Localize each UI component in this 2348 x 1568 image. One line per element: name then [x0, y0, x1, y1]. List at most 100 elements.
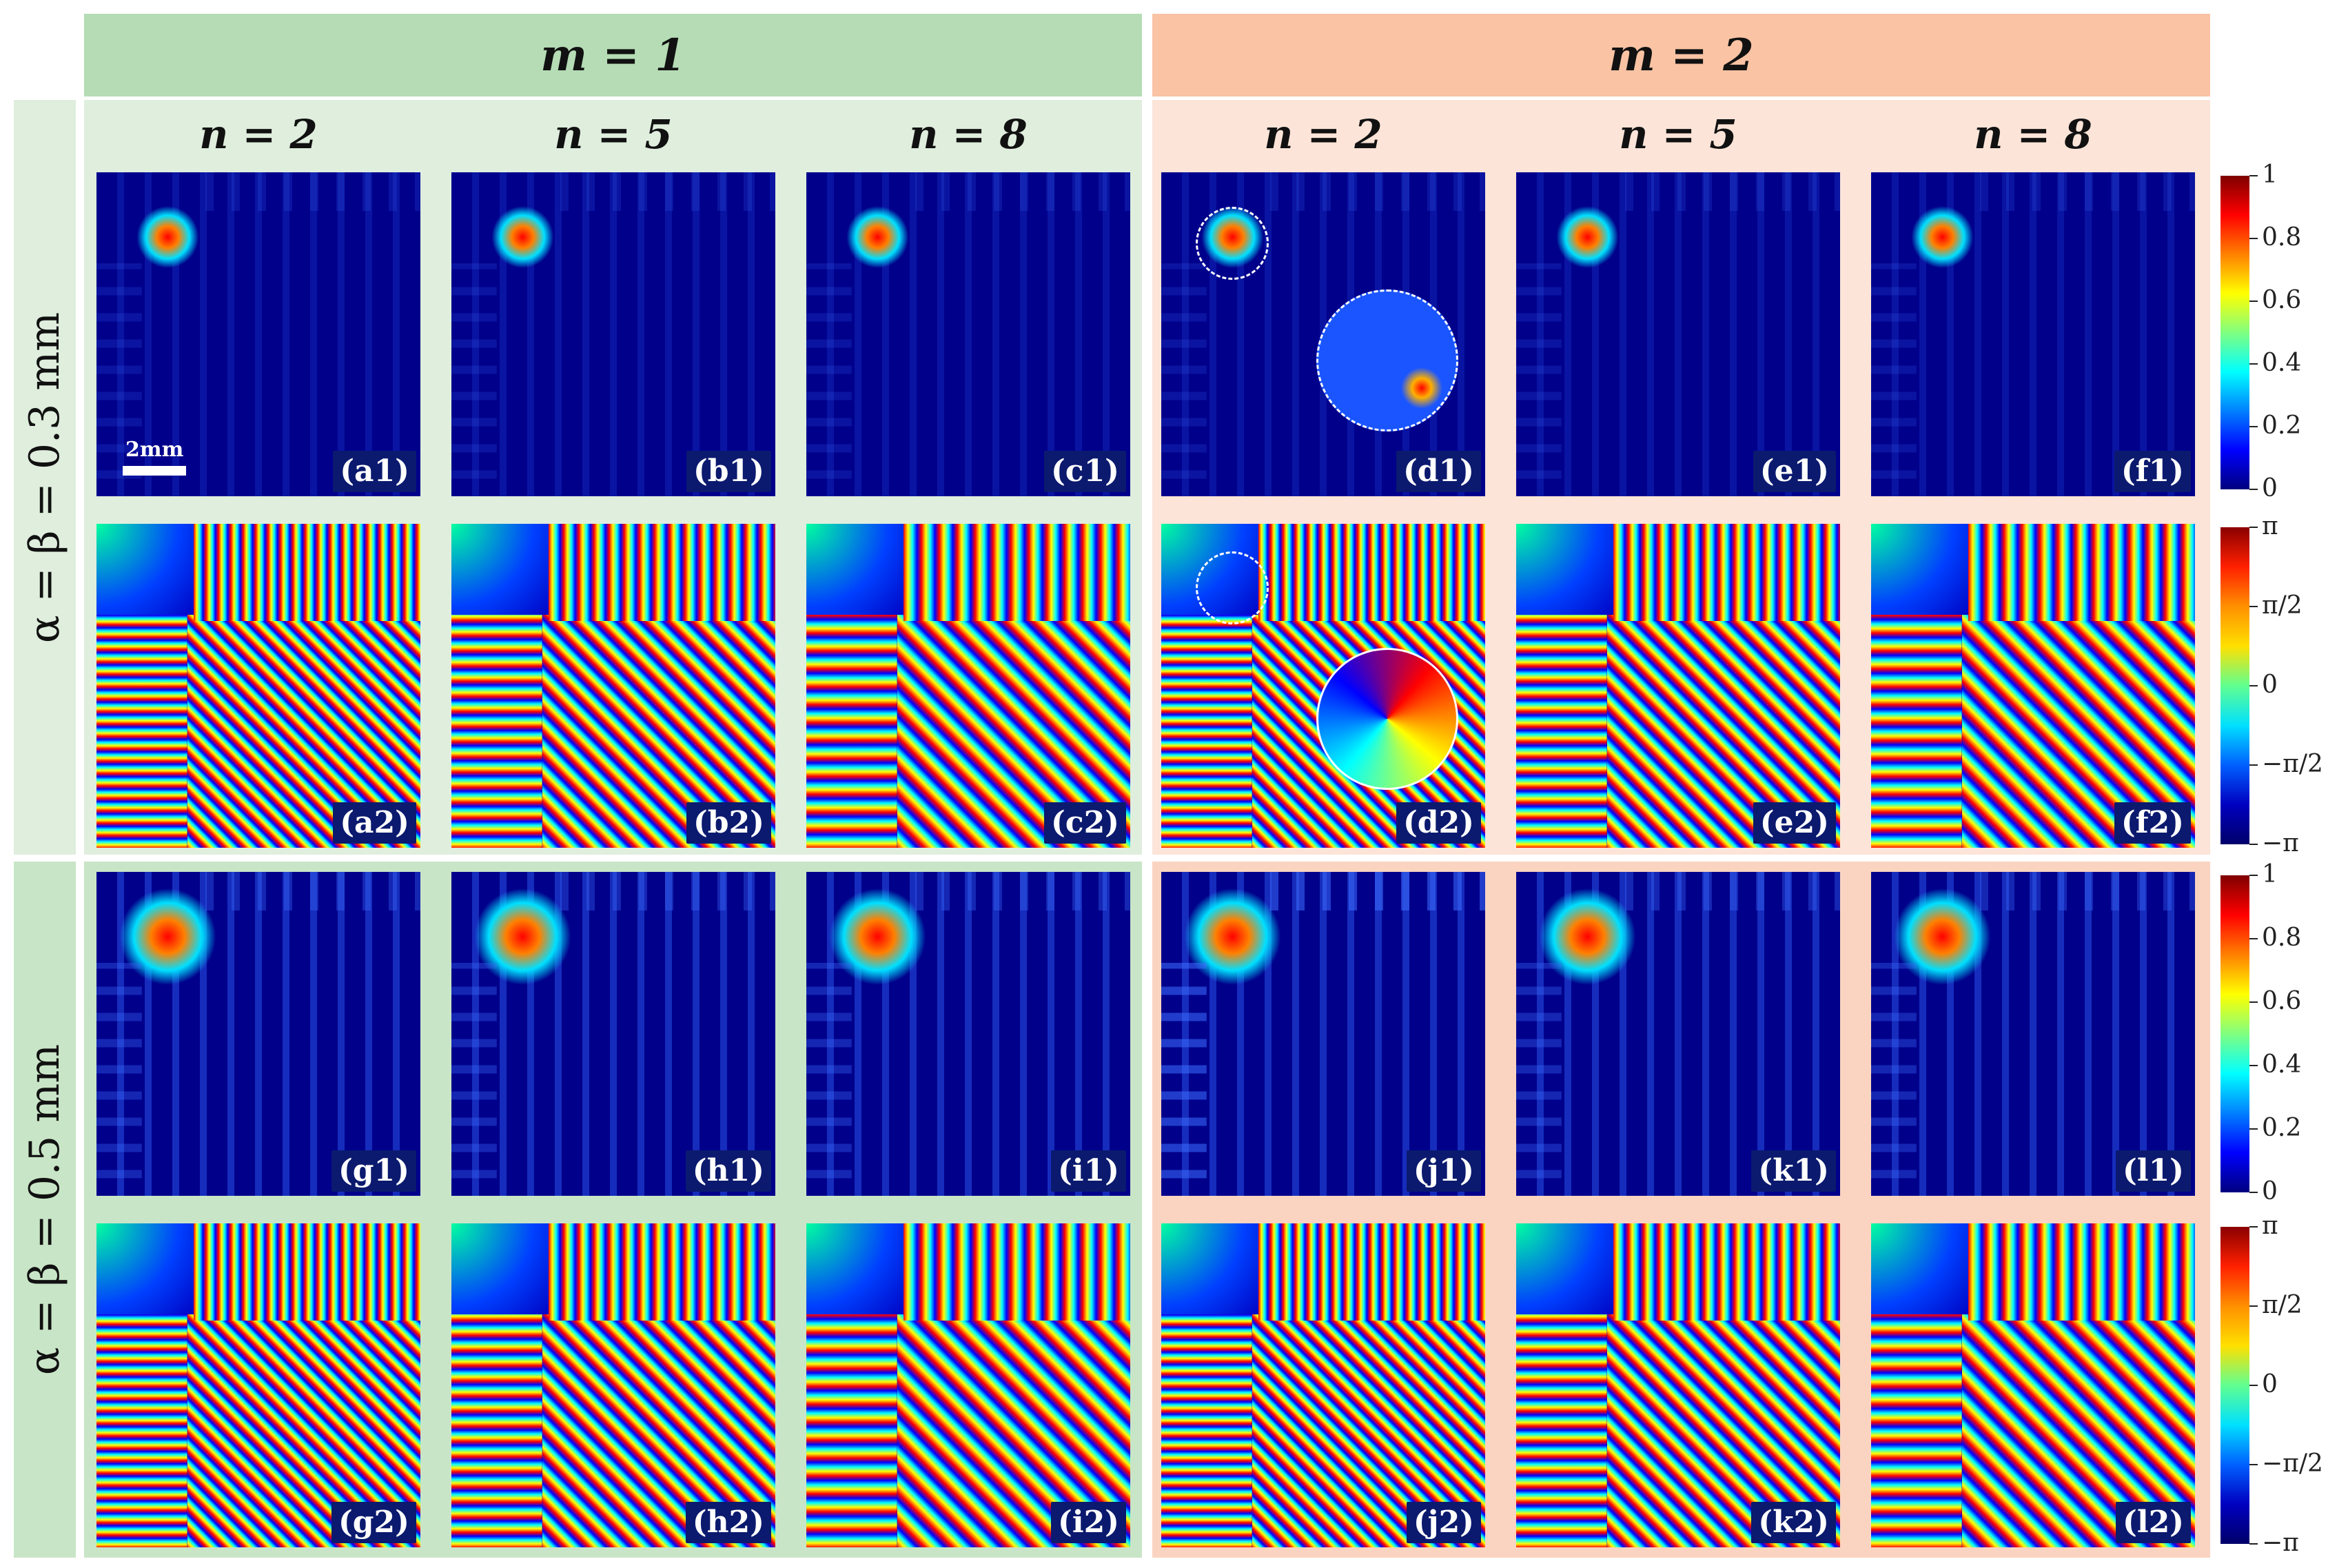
- colorbar-tick-mark: [2249, 238, 2258, 239]
- panel-label: (d2): [1396, 802, 1481, 844]
- colorbar-tick-mark: [2249, 875, 2258, 876]
- colorbar-tick-label: 0.6: [2262, 286, 2302, 314]
- panel-k1: (k1): [1516, 872, 1840, 1196]
- panel-label: (i2): [1051, 1502, 1126, 1543]
- col-label-4: n = 2: [1264, 111, 1382, 158]
- panel-i2: (i2): [806, 1223, 1130, 1547]
- panel-label: (k1): [1751, 1150, 1836, 1192]
- panel-label: (a1): [333, 451, 416, 492]
- fringe-pattern: [451, 172, 775, 496]
- panel-label: (g2): [331, 1502, 416, 1543]
- panel-a1: 2mm (a1): [96, 172, 420, 496]
- panel-label: (e2): [1753, 802, 1836, 844]
- panel-f2: (f2): [1871, 524, 2195, 848]
- fringe-pattern: [806, 872, 1130, 1196]
- panel-label: (d1): [1396, 451, 1481, 492]
- colorbar-tick-mark: [2249, 1128, 2258, 1130]
- panel-d1: (d1): [1161, 172, 1485, 496]
- panel-g2: (g2): [96, 1223, 420, 1547]
- intensity-map: [806, 872, 1130, 1196]
- colorbar-tick-mark: [2249, 1543, 2258, 1545]
- colorbar-tick-label: π: [2262, 1212, 2278, 1240]
- panel-label: (a2): [333, 802, 416, 844]
- colorbar-tick-label: 1: [2262, 161, 2278, 189]
- panel-label: (h1): [685, 1150, 771, 1192]
- fringe-pattern: [806, 172, 1130, 496]
- colorbar-intensity-top: [2221, 176, 2249, 489]
- scale-bar: [123, 466, 186, 476]
- col-label-3: n = 8: [909, 111, 1028, 158]
- colorbar-tick-mark: [2249, 1226, 2258, 1228]
- panel-f1: (f1): [1871, 172, 2195, 496]
- panel-l2: (l2): [1871, 1223, 2195, 1547]
- colorbar-tick-mark: [2249, 1464, 2258, 1465]
- colorbar-tick-label: 0.6: [2262, 987, 2302, 1015]
- fringe-pattern: [1871, 872, 2195, 1196]
- phase-map: [96, 524, 420, 848]
- zoom-circle: [1196, 551, 1269, 624]
- colorbar-tick-label: π/2: [2262, 591, 2303, 620]
- panel-label: (j1): [1406, 1150, 1481, 1192]
- colorbar-tick-label: −π: [2262, 1529, 2299, 1557]
- panel-e2: (e2): [1516, 524, 1840, 848]
- phase-map: [806, 1223, 1130, 1547]
- colorbar-tick-label: 0.2: [2262, 411, 2302, 440]
- colorbar-tick-label: 0.8: [2262, 924, 2302, 952]
- intensity-map: [451, 172, 775, 496]
- colorbar-tick-mark: [2249, 1305, 2258, 1307]
- fringe-pattern: [96, 872, 420, 1196]
- colorbar-tick-label: 1: [2262, 860, 2278, 888]
- header-m2: m = 2: [1152, 14, 2210, 96]
- colorbar-tick-label: 0: [2262, 474, 2278, 502]
- zoom-inset: [1316, 289, 1458, 431]
- phase-map: [96, 1223, 420, 1547]
- colorbar-tick-mark: [2249, 426, 2258, 427]
- panel-label: (g1): [331, 1150, 416, 1192]
- panel-label: (f1): [2114, 451, 2191, 492]
- colorbar-tick-label: −π/2: [2262, 750, 2323, 778]
- col-label-5: n = 5: [1619, 111, 1737, 158]
- scale-bar-label: 2mm: [125, 438, 184, 462]
- panel-h2: (h2): [451, 1223, 775, 1547]
- panel-label: (l2): [2116, 1502, 2191, 1543]
- phase-map: [451, 524, 775, 848]
- row-label-0.5: α = β = 0.5 mm: [14, 862, 76, 1558]
- colorbar-tick-mark: [2249, 606, 2258, 607]
- fringe-pattern: [96, 172, 420, 496]
- phase-map: [451, 1223, 775, 1547]
- panel-e1: (e1): [1516, 172, 1840, 496]
- col-label-2: n = 5: [554, 111, 673, 158]
- colorbar-tick-label: π/2: [2262, 1291, 2303, 1319]
- colorbar-tick-mark: [2249, 764, 2258, 766]
- panel-label: (l1): [2116, 1150, 2191, 1192]
- intensity-map: [1871, 872, 2195, 1196]
- panel-j2: (j2): [1161, 1223, 1485, 1547]
- colorbar-tick-mark: [2249, 489, 2258, 490]
- phase-map: [1516, 524, 1840, 848]
- colorbar-tick-mark: [2249, 1065, 2258, 1066]
- panel-label: (c1): [1043, 451, 1126, 492]
- colorbar-tick-mark: [2249, 527, 2258, 528]
- row-label-0.3: α = β = 0.3 mm: [14, 100, 76, 855]
- colorbar-tick-label: −π: [2262, 829, 2299, 857]
- fringe-pattern: [1516, 872, 1840, 1196]
- intensity-map: [1871, 172, 2195, 496]
- panel-label: (i1): [1051, 1150, 1126, 1192]
- intensity-map: [1516, 172, 1840, 496]
- intensity-map: [96, 872, 420, 1196]
- fringe-pattern: [451, 872, 775, 1196]
- col-label-1: n = 2: [199, 111, 318, 158]
- fringe-pattern: [1161, 872, 1485, 1196]
- colorbar-tick-mark: [2249, 1385, 2258, 1386]
- intensity-map: [451, 872, 775, 1196]
- panel-label: (c2): [1043, 802, 1126, 844]
- panel-i1: (i1): [806, 872, 1130, 1196]
- intensity-map: [96, 172, 420, 496]
- colorbar-tick-label: 0.4: [2262, 349, 2302, 377]
- phase-map: [806, 524, 1130, 848]
- panel-label: (h2): [685, 1502, 771, 1543]
- panel-c2: (c2): [806, 524, 1130, 848]
- colorbar-tick-label: 0.2: [2262, 1114, 2302, 1142]
- colorbar-intensity-bottom: [2221, 875, 2249, 1192]
- colorbar-tick-label: 0: [2262, 1177, 2278, 1205]
